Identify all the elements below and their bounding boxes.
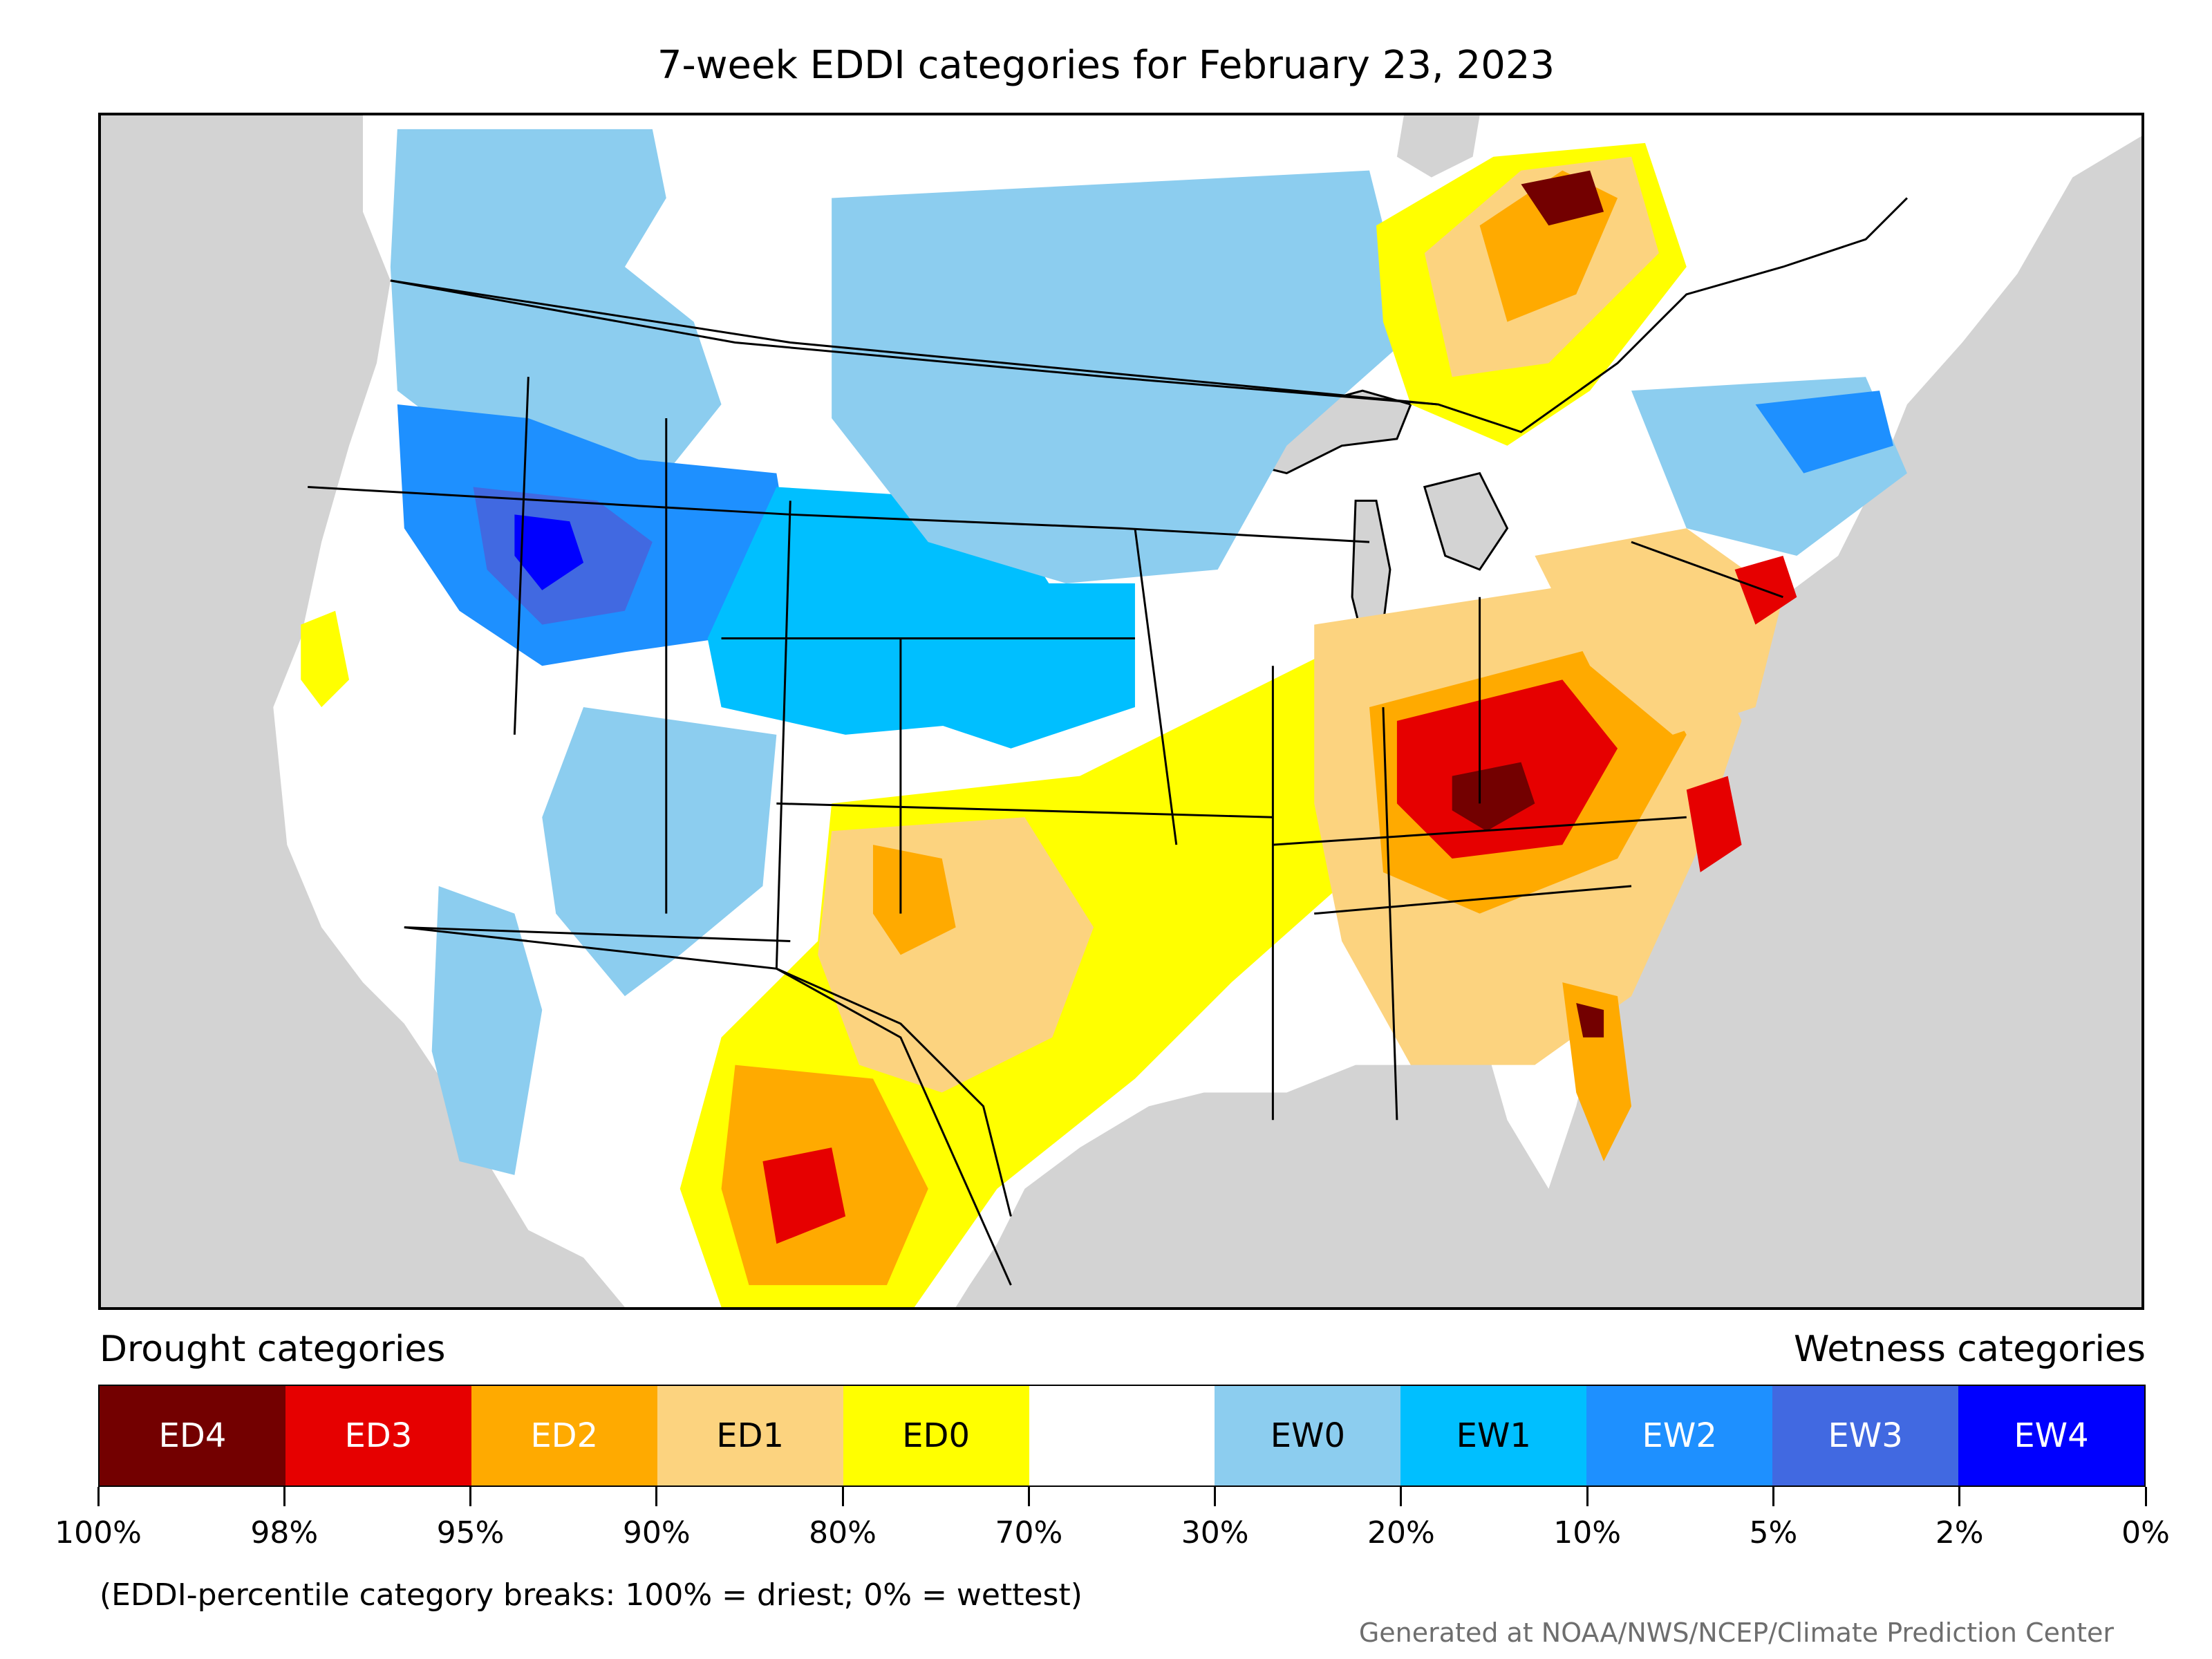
- credit-line: Generated at NOAA/NWS/NCEP/Climate Predi…: [1358, 1618, 2114, 1648]
- colorbar-tick: [655, 1487, 658, 1506]
- category-colorbar: ED4 ED3 ED2 ED1 ED0 EW0 EW1 EW2 EW3 EW4: [98, 1385, 2146, 1487]
- colorbar-tick: [283, 1487, 285, 1506]
- tick-label-30: 30%: [1181, 1515, 1249, 1550]
- swatch-label: EW2: [1642, 1416, 1717, 1455]
- colorbar-tick: [1958, 1487, 1961, 1506]
- region-panhandle-dry: [872, 845, 956, 955]
- tick-label-95: 95%: [436, 1515, 505, 1550]
- lake-huron: [1423, 471, 1509, 571]
- hudson-bay-inlet: [1396, 115, 1480, 178]
- swatch-label: EW3: [1828, 1416, 1903, 1455]
- colorbar-tick: [1214, 1487, 1217, 1506]
- region-california-dry: [301, 610, 350, 708]
- swatch-label: ED0: [902, 1416, 970, 1455]
- swatch-ew4: EW4: [1958, 1386, 2144, 1485]
- tick-label-90: 90%: [622, 1515, 691, 1550]
- swatch-label: ED1: [716, 1416, 785, 1455]
- swatch-neutral: [1029, 1386, 1215, 1485]
- swatch-label: ED3: [344, 1416, 413, 1455]
- region-south-texas-core: [762, 1147, 846, 1244]
- region-mid-atlantic-dry: [1535, 528, 1783, 735]
- tick-label-5: 5%: [1749, 1515, 1798, 1550]
- region-kentucky-extreme: [1452, 762, 1535, 832]
- region-maine-wet: [1755, 391, 1893, 474]
- region-quebec-extreme: [1521, 170, 1604, 226]
- swatch-label: EW0: [1270, 1416, 1346, 1455]
- swatch-label: EW1: [1456, 1416, 1531, 1455]
- swatch-ed0: ED0: [843, 1386, 1029, 1485]
- region-northern-rockies-wet: [390, 129, 722, 474]
- eddi-map: [273, 115, 2141, 1307]
- region-plains-wet: [886, 583, 1135, 749]
- colorbar-tick: [469, 1487, 472, 1506]
- colorbar-tick: [1027, 1487, 1030, 1506]
- swatch-ew2: EW2: [1586, 1386, 1773, 1485]
- colorbar-tick: [1586, 1487, 1588, 1506]
- tick-label-98: 98%: [250, 1515, 319, 1550]
- tick-label-100: 100%: [55, 1515, 142, 1550]
- swatch-ew1: EW1: [1400, 1386, 1587, 1485]
- tick-label-20: 20%: [1367, 1515, 1435, 1550]
- colorbar-tick: [97, 1487, 100, 1506]
- swatch-label: ED4: [158, 1416, 227, 1455]
- swatch-ew0: EW0: [1215, 1386, 1401, 1485]
- swatch-ed2: ED2: [471, 1386, 657, 1485]
- map-panel: [98, 113, 2144, 1310]
- colorbar-tick: [2144, 1487, 2147, 1506]
- swatch-label: ED2: [530, 1416, 599, 1455]
- tick-label-70: 70%: [995, 1515, 1063, 1550]
- wetness-categories-title: Wetness categories: [1794, 1329, 2146, 1370]
- region-dakotas-wet: [832, 170, 1411, 583]
- swatch-ed4: ED4: [100, 1386, 285, 1485]
- region-southwest-wet: [542, 707, 777, 997]
- colorbar-tick: [1400, 1487, 1403, 1506]
- region-florida-dry: [1562, 982, 1631, 1161]
- tick-label-80: 80%: [809, 1515, 877, 1550]
- colorbar-tick: [1772, 1487, 1774, 1506]
- region-baja-wet: [431, 885, 543, 1175]
- swatch-ed1: ED1: [657, 1386, 843, 1485]
- region-florida-core: [1576, 1003, 1604, 1038]
- swatch-ew3: EW3: [1772, 1386, 1959, 1485]
- region-great-basin-extreme: [514, 514, 584, 590]
- drought-categories-title: Drought categories: [100, 1329, 446, 1370]
- swatch-ed3: ED3: [285, 1386, 471, 1485]
- percentile-note: (EDDI-percentile category breaks: 100% =…: [100, 1577, 1082, 1613]
- swatch-label: EW4: [2014, 1416, 2089, 1455]
- tick-label-2: 2%: [1935, 1515, 1984, 1550]
- map-title: 7-week EDDI categories for February 23, …: [657, 43, 1555, 88]
- state-borders: [308, 279, 1783, 1217]
- tick-label-10: 10%: [1553, 1515, 1622, 1550]
- country-borders: [390, 197, 1908, 1286]
- region-carolina-dry: [1686, 776, 1742, 872]
- tick-label-0: 0%: [2121, 1515, 2170, 1550]
- colorbar-tick: [841, 1487, 844, 1506]
- colorbar-ticks: [97, 1487, 2147, 1508]
